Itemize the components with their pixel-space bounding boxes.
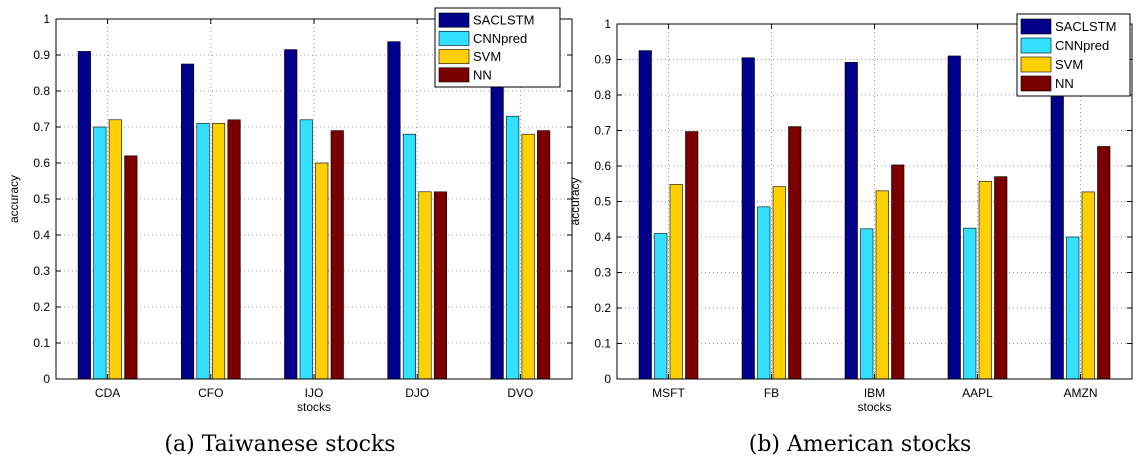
bar-nn-aapl	[995, 177, 1008, 379]
bar-saclstm-djo	[388, 42, 401, 379]
y-tick-label: 0.7	[33, 120, 50, 134]
y-tick-label: 0.5	[594, 195, 611, 209]
x-tick-label: DJO	[405, 386, 429, 400]
x-axis-label: stocks	[857, 400, 891, 414]
x-tick-label: AAPL	[962, 386, 993, 400]
legend-swatch-cnnpred	[439, 31, 469, 45]
legend-label-cnnpred: CNNpred	[1055, 38, 1109, 53]
legend-label-svm: SVM	[473, 49, 501, 64]
y-tick-label: 0.3	[594, 266, 611, 280]
bar-nn-djo	[434, 192, 447, 379]
bar-saclstm-dvo	[491, 37, 504, 379]
x-tick-label: MSFT	[652, 386, 685, 400]
bar-nn-dvo	[537, 131, 550, 379]
legend-swatch-nn	[439, 68, 469, 82]
bar-cnnpred-ijo	[300, 120, 313, 379]
legend-label-saclstm: SACLSTM	[1055, 19, 1116, 34]
bar-nn-amzn	[1098, 146, 1111, 379]
bar-svm-fb	[773, 187, 786, 379]
y-tick-label: 0.8	[594, 88, 611, 102]
legend-swatch-saclstm	[439, 13, 469, 27]
x-tick-label: AMZN	[1064, 386, 1098, 400]
bar-nn-fb	[789, 127, 802, 379]
bar-saclstm-cda	[78, 51, 91, 379]
bar-saclstm-ijo	[285, 50, 298, 379]
bar-nn-ijo	[331, 131, 344, 379]
bar-svm-cda	[109, 120, 122, 379]
y-tick-label: 1	[43, 12, 50, 26]
y-tick-label: 0.7	[594, 124, 611, 138]
y-tick-label: 0.2	[33, 300, 50, 314]
y-axis-label: accuracy	[7, 175, 21, 223]
chart-panel-1: 0 0.1 0.2 0.3 0.4 0.5 0.6 0.7 0.8 0.9 1 CDA CFO IJO DJ…	[7, 8, 572, 457]
y-tick-label: 0.1	[594, 337, 611, 351]
bar-cnnpred-fb	[758, 207, 771, 379]
legend-swatch-cnnpred	[1021, 38, 1051, 53]
bar-saclstm-amzn	[1051, 58, 1064, 379]
bar-cnnpred-aapl	[964, 228, 977, 379]
x-tick-label: IBM	[864, 386, 885, 400]
legend: SACLSTM CNNpred SVM NN	[435, 8, 560, 87]
bar-cnnpred-amzn	[1067, 237, 1080, 379]
figure-caption: (a) Taiwanese stocks	[164, 432, 395, 457]
bar-svm-djo	[419, 192, 432, 379]
legend-swatch-svm	[1021, 57, 1051, 72]
x-tick-label: CDA	[95, 386, 120, 400]
legend-label-cnnpred: CNNpred	[473, 31, 527, 46]
bar-saclstm-fb	[742, 58, 755, 379]
y-tick-label: 0.6	[594, 159, 611, 173]
bar-cnnpred-dvo	[506, 116, 519, 379]
y-tick-label: 1	[604, 17, 611, 31]
bar-saclstm-aapl	[948, 56, 961, 379]
bar-cnnpred-djo	[403, 134, 416, 379]
bar-cnnpred-cda	[94, 127, 107, 379]
y-tick-label: 0.9	[33, 48, 50, 62]
bar-cnnpred-cfo	[197, 123, 210, 379]
x-tick-label: IJO	[305, 386, 324, 400]
figure-caption: (b) American stocks	[749, 432, 971, 457]
legend: SACLSTM CNNpred SVM NN	[1017, 14, 1130, 96]
legend-label-svm: SVM	[1055, 57, 1083, 72]
x-tick-label: CFO	[198, 386, 223, 400]
bar-saclstm-msft	[639, 51, 652, 379]
chart-panel-2: 0 0.1 0.2 0.3 0.4 0.5 0.6 0.7 0.8 0.9 1 MSFT FB IBM AA…	[568, 14, 1132, 457]
bar-svm-dvo	[522, 134, 535, 379]
bar-svm-amzn	[1082, 192, 1095, 379]
bar-svm-msft	[670, 184, 683, 379]
x-axis-label: stocks	[297, 400, 331, 414]
bar-svm-ibm	[876, 191, 889, 379]
y-tick-label: 0.2	[594, 301, 611, 315]
bar-svm-cfo	[212, 123, 225, 379]
y-tick-label: 0.8	[33, 84, 50, 98]
bar-nn-msft	[686, 132, 699, 379]
bar-cnnpred-ibm	[861, 229, 874, 379]
y-tick-label: 0	[604, 372, 611, 386]
legend-swatch-svm	[439, 50, 469, 64]
legend-swatch-saclstm	[1021, 19, 1051, 34]
x-tick-label: DVO	[507, 386, 533, 400]
bar-svm-ijo	[316, 163, 329, 379]
y-tick-label: 0.3	[33, 264, 50, 278]
y-tick-label: 0.4	[33, 228, 50, 242]
y-axis-label: accuracy	[568, 177, 582, 225]
legend-label-saclstm: SACLSTM	[473, 13, 534, 28]
bar-nn-ibm	[892, 165, 905, 379]
y-tick-label: 0	[43, 372, 50, 386]
bar-cnnpred-msft	[655, 233, 668, 379]
bar-nn-cda	[125, 156, 138, 379]
y-tick-label: 0.9	[594, 53, 611, 67]
legend-label-nn: NN	[473, 67, 492, 82]
x-tick-label: FB	[764, 386, 779, 400]
bar-saclstm-cfo	[181, 64, 194, 379]
bar-svm-aapl	[979, 181, 992, 379]
bar-nn-cfo	[228, 120, 241, 379]
legend-swatch-nn	[1021, 76, 1051, 91]
legend-label-nn: NN	[1055, 76, 1074, 91]
y-tick-label: 0.1	[33, 336, 50, 350]
y-tick-label: 0.5	[33, 192, 50, 206]
y-tick-label: 0.4	[594, 230, 611, 244]
y-tick-label: 0.6	[33, 156, 50, 170]
bar-saclstm-ibm	[845, 62, 858, 379]
